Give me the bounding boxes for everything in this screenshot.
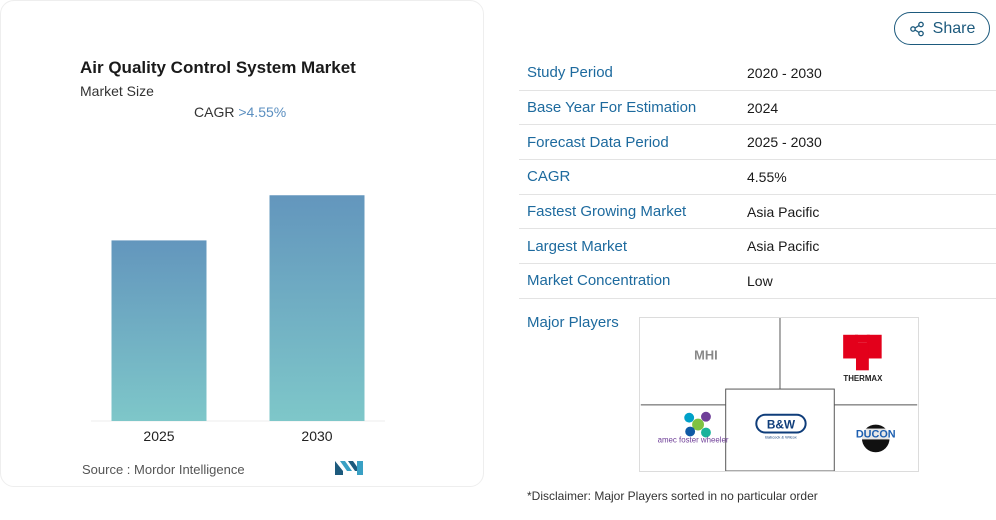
chart-title: Air Quality Control System Market <box>80 58 356 77</box>
info-label: Study Period <box>527 64 613 82</box>
info-value: 2020 - 2030 <box>747 64 822 81</box>
x-tick-2025: 2025 <box>143 428 174 444</box>
bar-2025 <box>111 240 207 421</box>
share-label: Share <box>932 19 976 37</box>
x-tick-2030: 2030 <box>301 428 332 444</box>
info-row-cagr: CAGR 4.55% <box>519 160 996 195</box>
source-value: Mordor Intelligence <box>134 462 245 477</box>
svg-text:THERMAX: THERMAX <box>843 374 883 383</box>
info-value: Asia Pacific <box>747 203 820 220</box>
info-label: Base Year For Estimation <box>527 99 697 117</box>
info-value: 4.55% <box>747 168 787 185</box>
share-icon <box>909 21 924 36</box>
cagr-label: CAGR <box>194 104 235 120</box>
major-players-label: Major Players <box>527 314 619 331</box>
amec-foster-wheeler-logo-icon: amec foster wheeler <box>658 411 729 444</box>
cagr-value: >4.55% <box>238 104 287 120</box>
babcock-wilcox-logo-icon: B&W Babcock & Wilcox <box>755 413 807 439</box>
info-label: Forecast Data Period <box>527 133 669 151</box>
source-credit: Source : Mordor Intelligence <box>82 462 245 477</box>
info-row-study-period: Study Period 2020 - 2030 <box>519 56 996 91</box>
svg-text:Babcock & Wilcox: Babcock & Wilcox <box>765 434 797 439</box>
mhi-logo-icon: MHI <box>694 347 718 362</box>
info-value: Low <box>747 272 773 289</box>
info-row-forecast-period: Forecast Data Period 2025 - 2030 <box>519 125 996 161</box>
share-button[interactable]: Share <box>894 12 990 45</box>
market-info-table: Study Period 2020 - 2030 Base Year For E… <box>519 56 996 299</box>
info-label: Market Concentration <box>527 272 671 290</box>
info-value: 2025 - 2030 <box>747 134 822 151</box>
disclaimer-text: *Disclaimer: Major Players sorted in no … <box>527 489 818 503</box>
svg-text:B&W: B&W <box>767 418 796 432</box>
ducon-logo-icon: DUCON <box>852 424 900 453</box>
bar-2030 <box>269 195 365 421</box>
info-label: CAGR <box>527 168 571 186</box>
cagr-annotation: CAGR >4.55% <box>194 104 286 120</box>
svg-text:amec foster wheeler: amec foster wheeler <box>658 435 729 444</box>
info-row-concentration: Market Concentration Low <box>519 264 996 299</box>
info-row-largest-market: Largest Market Asia Pacific <box>519 229 996 265</box>
info-label: Largest Market <box>527 237 628 255</box>
info-value: 2024 <box>747 99 779 116</box>
mordor-logo-icon <box>335 461 363 475</box>
major-players-logos: MHI THERMAX amec foster wheeler B&W Babc… <box>639 317 919 472</box>
info-value: Asia Pacific <box>747 238 820 255</box>
svg-text:DUCON: DUCON <box>856 428 896 440</box>
market-size-card: 2025 2030 Air Quality Control System Mar… <box>0 0 484 487</box>
info-row-base-year: Base Year For Estimation 2024 <box>519 91 996 126</box>
svg-text:MHI: MHI <box>694 347 718 362</box>
thermax-logo-icon: THERMAX <box>843 334 883 383</box>
info-row-fastest-growing: Fastest Growing Market Asia Pacific <box>519 195 996 230</box>
info-label: Fastest Growing Market <box>527 203 687 221</box>
chart-subtitle: Market Size <box>80 83 154 99</box>
market-size-chart: 2025 2030 <box>91 195 385 444</box>
source-label: Source : <box>82 462 131 477</box>
